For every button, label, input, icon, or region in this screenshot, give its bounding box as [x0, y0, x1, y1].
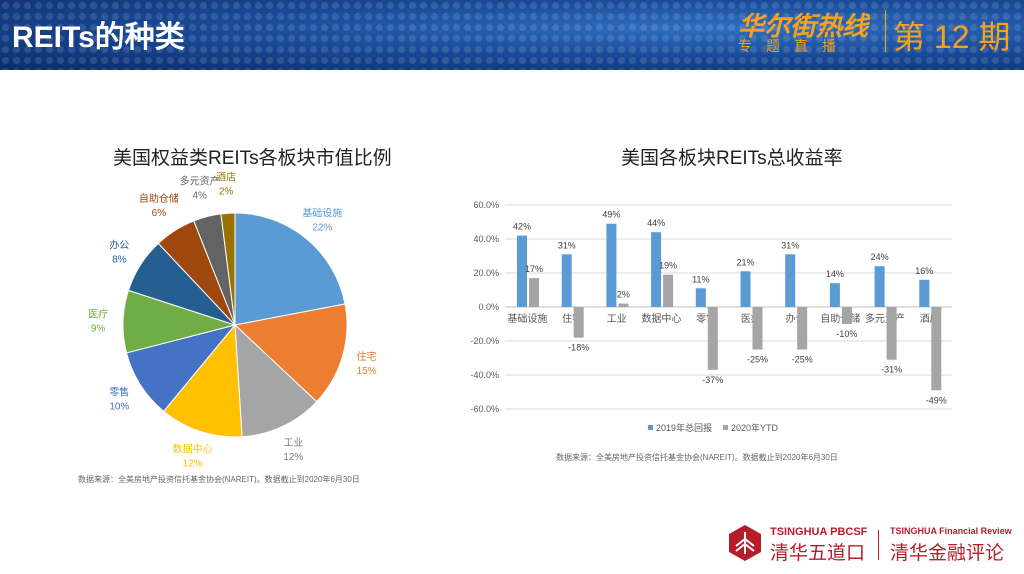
pie-label: 酒店	[216, 170, 236, 183]
pie-label: 自助仓储	[139, 192, 179, 205]
review-cn: 清华金融评论	[890, 543, 1005, 564]
issue-number: 第 12 期	[893, 19, 1011, 55]
pie-slice-1	[233, 303, 348, 403]
y-tick-label: 0.0%	[478, 302, 499, 312]
pie-label: 零售	[109, 385, 129, 398]
pie-label: 医疗	[88, 308, 108, 321]
bar-value-label: 2%	[617, 290, 630, 300]
bar-2019	[829, 283, 840, 307]
pie-slice-2	[234, 323, 318, 438]
bar-value-label: -18%	[568, 343, 589, 353]
legend-swatch	[648, 425, 653, 430]
bar-value-label: 49%	[602, 210, 620, 220]
bar-2020	[618, 303, 629, 307]
pie-label: 基础设施	[302, 206, 342, 219]
bar-2020	[573, 307, 584, 338]
footer-divider	[878, 530, 879, 560]
y-tick-label: -60.0%	[470, 404, 499, 414]
bar-2019	[561, 254, 572, 307]
pie-slice-3	[162, 323, 243, 438]
pbcsf-cn: 清华五道口	[770, 543, 866, 564]
pie-value-label: 15%	[357, 366, 377, 377]
pie-slice-0	[234, 212, 346, 326]
pie-value-label: 12%	[183, 458, 203, 469]
bar-2019	[785, 254, 796, 307]
bar-value-label: -10%	[836, 329, 857, 339]
bar-2020	[931, 307, 942, 391]
x-tick-label: 工业	[607, 313, 627, 325]
bar-value-label: 16%	[915, 266, 933, 276]
pie-value-label: 4%	[192, 190, 207, 201]
bar-value-label: 17%	[525, 264, 543, 274]
header-banner: REITs的种类 华尔街热线 专题直播 第 12 期	[0, 0, 1024, 70]
bar-2019	[740, 271, 751, 307]
x-tick-label: 自助仓储	[820, 312, 860, 325]
bar-value-label: -31%	[881, 365, 902, 375]
pie-value-label: 6%	[152, 208, 167, 219]
bar-2020	[752, 307, 763, 350]
pie-value-label: 9%	[91, 324, 106, 335]
bar-value-label: 21%	[736, 257, 754, 267]
divider	[885, 10, 886, 52]
bar-2019	[919, 279, 930, 307]
bar-value-label: -25%	[747, 355, 768, 365]
pie-value-label: 12%	[283, 452, 303, 463]
bar-2019	[517, 235, 527, 307]
pie-label: 办公	[109, 239, 129, 252]
y-tick-label: -40.0%	[470, 370, 499, 380]
bar-2019	[695, 288, 706, 307]
bar-source-note: 数据来源：全美房地产投资信托基金协会(NAREIT)。数据截止到2020年6月3…	[556, 453, 838, 462]
pie-value-label: 22%	[312, 222, 332, 233]
x-tick-label: 数据中心	[641, 312, 681, 325]
pie-label: 住宅	[357, 350, 377, 363]
bar-2020	[663, 274, 674, 307]
legend-label: 2020年YTD	[731, 422, 779, 433]
bar-value-label: -49%	[926, 395, 947, 405]
bar-value-label: 42%	[513, 222, 531, 232]
bar-2020	[529, 278, 539, 307]
bar-value-label: 31%	[781, 240, 799, 250]
x-tick-label: 多元资产	[865, 312, 905, 325]
bar-value-label: 31%	[558, 240, 576, 250]
x-tick-label: 基础设施	[507, 312, 547, 325]
y-tick-label: -20.0%	[470, 336, 499, 346]
bar-2020	[841, 307, 852, 324]
page-title: REITs的种类	[12, 21, 185, 54]
legend-swatch	[723, 425, 728, 430]
bar-value-label: 44%	[647, 218, 665, 228]
bar-2019	[606, 223, 617, 307]
pie-label: 数据中心	[173, 442, 213, 455]
legend-label: 2019年总回报	[656, 422, 712, 433]
bar-value-label: 24%	[871, 252, 889, 262]
pie-source-note: 数据来源：全美房地产投资信托基金协会(NAREIT)。数据截止到2020年6月3…	[78, 475, 360, 484]
y-tick-label: 20.0%	[473, 268, 499, 278]
pie-value-label: 8%	[112, 255, 127, 266]
bar-2019	[651, 232, 662, 307]
bar-value-label: -25%	[792, 355, 813, 365]
pbcsf-en: TSINGHUA PBCSF	[770, 526, 868, 538]
y-tick-label: 40.0%	[473, 234, 499, 244]
pie-title: 美国权益类REITs各板块市值比例	[113, 148, 392, 169]
bar-2020	[797, 307, 808, 350]
bar-2020	[707, 307, 718, 370]
pie-label: 多元资产	[180, 174, 220, 187]
review-en: TSINGHUA Financial Review	[890, 526, 1012, 536]
pie-label: 工业	[283, 437, 303, 449]
bar-value-label: 14%	[826, 269, 844, 279]
brand-logo: 华尔街热线	[738, 11, 869, 41]
bar-value-label: 19%	[659, 261, 677, 271]
bar-value-label: -37%	[702, 375, 723, 385]
pbcsf-logo-icon	[729, 525, 761, 561]
bar-2020	[886, 307, 897, 360]
brand-subtitle: 专题直播	[738, 38, 850, 54]
bar-value-label: 11%	[692, 274, 709, 284]
pie-slice-9	[220, 212, 236, 326]
pie-value-label: 10%	[109, 401, 129, 412]
bar-title: 美国各板块REITs总收益率	[621, 148, 843, 169]
bar-2019	[874, 266, 885, 307]
y-tick-label: 60.0%	[473, 200, 499, 210]
pie-value-label: 2%	[219, 186, 234, 197]
